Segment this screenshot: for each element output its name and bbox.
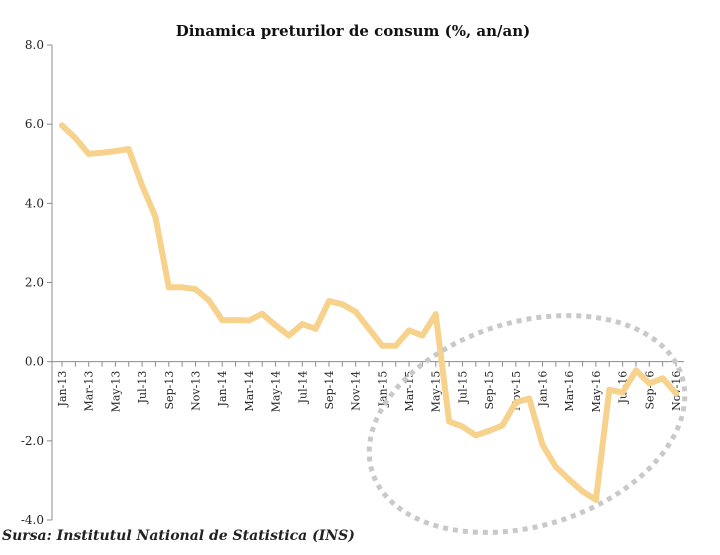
cpi-data-point bbox=[192, 286, 199, 293]
cpi-data-point bbox=[325, 298, 332, 305]
cpi-data-point bbox=[152, 213, 159, 220]
x-tick-label: Sep-14 bbox=[323, 371, 336, 410]
cpi-data-point bbox=[352, 308, 359, 315]
x-axis: Jan-13 Mar-13 May-13 Jul-13 Sep-13 Nov-13 Jan-… bbox=[52, 361, 684, 413]
cpi-data-point bbox=[72, 135, 79, 142]
cpi-data-point bbox=[632, 367, 639, 374]
y-tick-label: 4.0 bbox=[25, 196, 44, 210]
cpi-data-point bbox=[125, 146, 132, 153]
x-tick-label: Jan-14 bbox=[216, 371, 229, 408]
cpi-data-point bbox=[539, 441, 546, 448]
cpi-data-point bbox=[392, 342, 399, 349]
cpi-data-point bbox=[619, 389, 626, 396]
cpi-data-point bbox=[552, 463, 559, 470]
x-tick-label: May-13 bbox=[109, 371, 122, 413]
y-axis: 8.0 6.0 4.0 2.0 0.0 -2.0 -4.0 bbox=[21, 38, 53, 527]
cpi-data-point bbox=[232, 317, 239, 324]
cpi-data-point bbox=[312, 325, 319, 332]
x-tick-label: Sep-13 bbox=[163, 371, 176, 410]
series-layer bbox=[59, 122, 679, 503]
cpi-series-line bbox=[59, 122, 679, 503]
y-tick-label: 0.0 bbox=[25, 355, 44, 369]
cpi-data-point bbox=[112, 148, 119, 155]
x-tick-label: Jul-13 bbox=[136, 371, 149, 405]
cpi-data-point bbox=[99, 149, 106, 156]
cpi-data-point bbox=[366, 325, 372, 332]
cpi-data-point bbox=[379, 342, 386, 349]
y-tick-label: 2.0 bbox=[25, 276, 44, 290]
x-tick-label: Jul-14 bbox=[296, 371, 309, 405]
x-tick-label: Nov-13 bbox=[189, 371, 202, 411]
y-tick-label: -2.0 bbox=[21, 434, 44, 448]
cpi-data-point bbox=[606, 386, 613, 393]
cpi-data-point bbox=[459, 423, 466, 430]
cpi-data-point bbox=[579, 488, 586, 495]
x-tick-label: May-16 bbox=[590, 371, 603, 413]
highlight-ellipse bbox=[366, 313, 688, 535]
cpi-data-point bbox=[339, 301, 346, 308]
y-tick-label: 6.0 bbox=[25, 117, 44, 131]
cpi-data-point bbox=[592, 496, 599, 503]
cpi-data-point bbox=[259, 310, 266, 317]
cpi-data-point bbox=[526, 395, 533, 402]
cpi-data-point bbox=[419, 332, 426, 339]
source-note: Sursa: Institutul National de Statistica… bbox=[2, 528, 355, 544]
cpi-data-point bbox=[659, 375, 666, 382]
x-tick-label: Jul-15 bbox=[456, 371, 469, 405]
x-tick-label: Mar-13 bbox=[83, 371, 96, 412]
cpi-data-point bbox=[646, 380, 653, 387]
cpi-data-point bbox=[472, 432, 479, 439]
x-tick-label: Nov-14 bbox=[350, 371, 363, 411]
cpi-data-point bbox=[219, 317, 226, 324]
x-tick-label: Jan-15 bbox=[376, 371, 389, 408]
cpi-data-point bbox=[566, 476, 573, 483]
cpi-data-point bbox=[245, 317, 252, 324]
x-tick-label: Jan-13 bbox=[56, 371, 69, 408]
annotation-layer bbox=[366, 313, 688, 535]
cpi-data-point bbox=[205, 297, 212, 304]
x-tick-label: May-14 bbox=[270, 371, 283, 413]
cpi-data-point bbox=[432, 311, 439, 318]
x-tick-label: Mar-16 bbox=[563, 371, 576, 412]
cpi-data-point bbox=[499, 422, 506, 429]
cpi-data-point bbox=[179, 284, 186, 291]
x-tick-label: May-15 bbox=[430, 371, 443, 413]
cpi-data-point bbox=[139, 182, 146, 189]
cpi-data-point bbox=[673, 390, 679, 397]
cpi-data-point bbox=[486, 427, 493, 434]
cpi-data-point bbox=[299, 321, 306, 328]
y-tick-label: 8.0 bbox=[25, 38, 44, 52]
cpi-data-point bbox=[85, 150, 92, 157]
cpi-data-point bbox=[59, 122, 65, 129]
chart-title: Dinamica preturilor de consum (%, an/an) bbox=[176, 22, 531, 40]
x-tick-label: Mar-14 bbox=[243, 371, 256, 412]
cpi-data-point bbox=[285, 332, 292, 339]
cpi-data-point bbox=[272, 322, 279, 329]
cpi-data-point bbox=[446, 418, 453, 425]
x-tick-label: Jan-16 bbox=[537, 371, 550, 408]
y-tick-label: -4.0 bbox=[21, 513, 44, 527]
cpi-data-point bbox=[512, 399, 519, 406]
cpi-data-point bbox=[406, 327, 413, 334]
x-tick-label: Sep-15 bbox=[483, 371, 496, 410]
cpi-data-point bbox=[165, 284, 172, 291]
